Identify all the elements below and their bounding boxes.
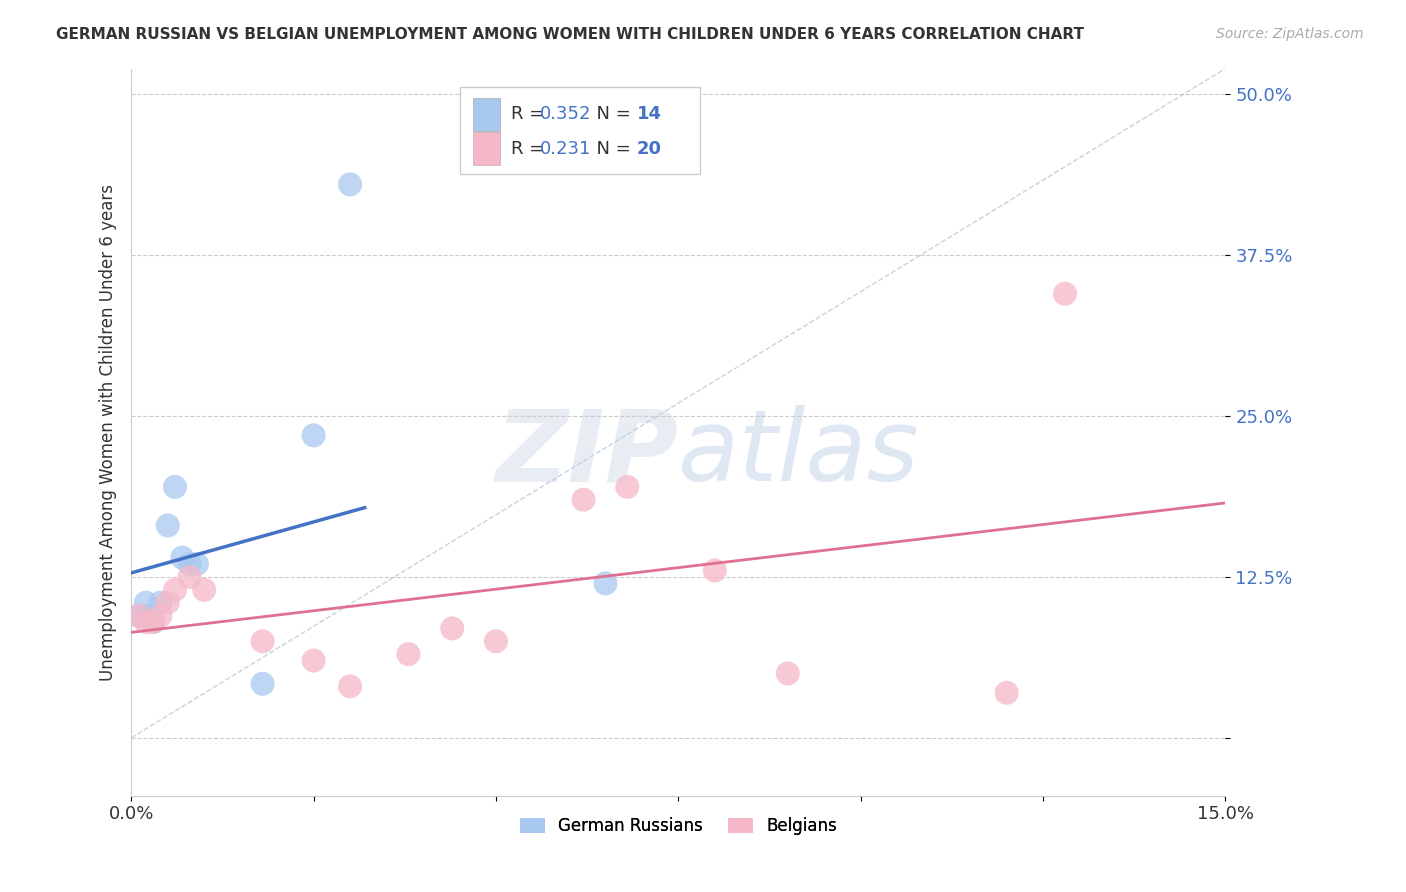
- Point: [1053, 286, 1076, 301]
- Point: [703, 564, 725, 578]
- Point: [135, 596, 157, 610]
- Point: [193, 582, 215, 597]
- Point: [339, 679, 361, 693]
- Point: [441, 622, 464, 636]
- Text: GERMAN RUSSIAN VS BELGIAN UNEMPLOYMENT AMONG WOMEN WITH CHILDREN UNDER 6 YEARS C: GERMAN RUSSIAN VS BELGIAN UNEMPLOYMENT A…: [56, 27, 1084, 42]
- Point: [163, 582, 186, 597]
- Point: [135, 608, 157, 623]
- Bar: [460, 87, 700, 174]
- Point: [339, 178, 361, 192]
- Point: [572, 492, 595, 507]
- Text: R =: R =: [510, 139, 550, 158]
- Point: [149, 608, 172, 623]
- Point: [252, 677, 274, 691]
- Text: 14: 14: [637, 105, 662, 123]
- Point: [163, 480, 186, 494]
- Legend: German Russians, Belgians: German Russians, Belgians: [513, 811, 844, 842]
- Point: [128, 608, 150, 623]
- Bar: [472, 98, 501, 131]
- Point: [302, 654, 325, 668]
- Point: [135, 615, 157, 629]
- Point: [995, 686, 1018, 700]
- Point: [179, 570, 201, 584]
- Text: ZIP: ZIP: [495, 406, 678, 502]
- Point: [595, 576, 617, 591]
- Point: [149, 596, 172, 610]
- Point: [398, 647, 420, 661]
- Point: [179, 557, 201, 571]
- Text: 0.352: 0.352: [540, 105, 591, 123]
- Point: [776, 666, 799, 681]
- Text: N =: N =: [585, 105, 637, 123]
- Point: [156, 518, 179, 533]
- Y-axis label: Unemployment Among Women with Children Under 6 years: Unemployment Among Women with Children U…: [100, 184, 117, 681]
- Text: 0.231: 0.231: [540, 139, 591, 158]
- Text: 20: 20: [637, 139, 662, 158]
- Point: [156, 596, 179, 610]
- Point: [616, 480, 638, 494]
- Point: [142, 615, 165, 629]
- Text: atlas: atlas: [678, 406, 920, 502]
- Text: Source: ZipAtlas.com: Source: ZipAtlas.com: [1216, 27, 1364, 41]
- Point: [142, 615, 165, 629]
- Point: [172, 550, 194, 565]
- Point: [252, 634, 274, 648]
- Text: N =: N =: [585, 139, 637, 158]
- Bar: [472, 132, 501, 165]
- Point: [186, 557, 208, 571]
- Text: R =: R =: [510, 105, 550, 123]
- Point: [128, 608, 150, 623]
- Point: [485, 634, 508, 648]
- Point: [302, 428, 325, 442]
